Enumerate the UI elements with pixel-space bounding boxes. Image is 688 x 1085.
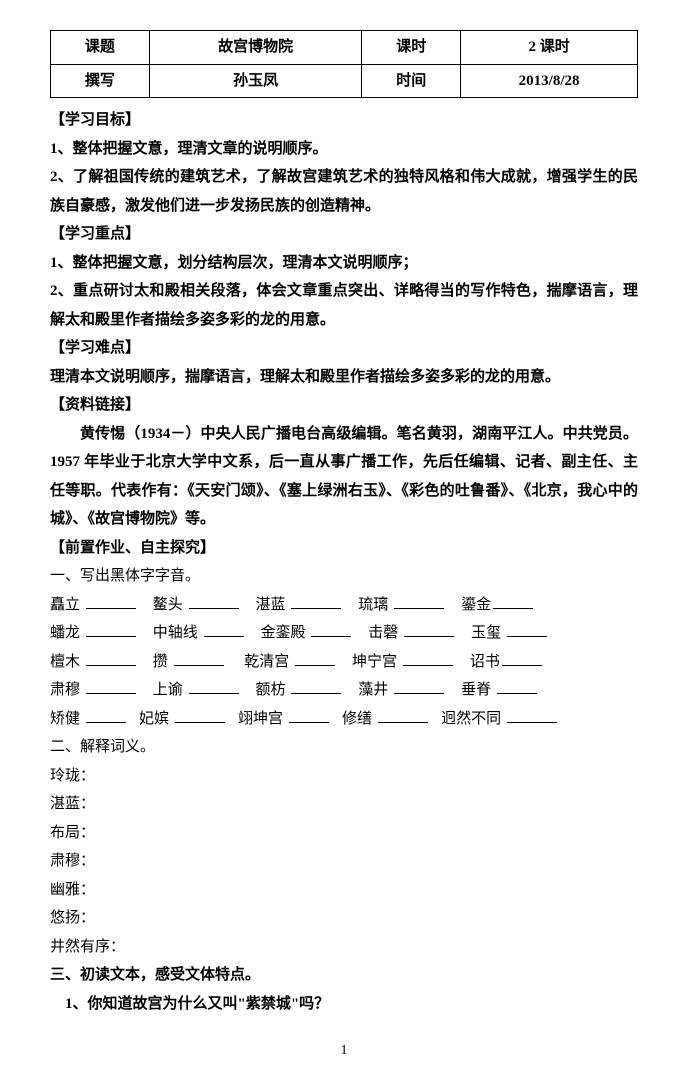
- lesson-header-table: 课题 故宫博物院 课时 2 课时 撰写 孙玉凤 时间 2013/8/28: [50, 30, 638, 98]
- def-term: 井然有序：: [50, 933, 638, 962]
- blank: [175, 706, 225, 723]
- focus-item-1: 1、整体把握文意，划分结构层次，理清本文说明顺序；: [50, 249, 638, 278]
- blank: [507, 706, 557, 723]
- blank: [291, 592, 341, 609]
- cell-period-label: 课时: [362, 31, 461, 65]
- question-3: 三、初读文本，感受文体特点。: [50, 961, 638, 990]
- vocab-term: 蟠龙: [50, 619, 80, 648]
- cell-period-value: 2 课时: [461, 31, 638, 65]
- cell-topic-label: 课题: [51, 31, 150, 65]
- blank: [394, 592, 444, 609]
- vocab-term: 玉玺: [471, 619, 501, 648]
- blank: [86, 621, 136, 638]
- vocab-term: 妃嫔: [139, 705, 169, 734]
- def-term: 布局：: [50, 819, 638, 848]
- def-term: 肃穆：: [50, 847, 638, 876]
- vocab-term: 攒: [153, 648, 168, 677]
- blank: [289, 706, 329, 723]
- blank: [204, 621, 244, 638]
- resource-paragraph: 黄传惕（1934－）中央人民广播电台高级编辑。笔名黄羽，湖南平江人。中共党员。1…: [50, 420, 638, 534]
- cell-author-value: 孙玉凤: [149, 64, 362, 98]
- vocab-term: 上谕: [153, 676, 183, 705]
- vocab-term: 矗立: [50, 591, 80, 620]
- vocab-term: 琉璃: [358, 591, 388, 620]
- vocab-term: 藻井: [358, 676, 388, 705]
- vocab-term: 鳌头: [153, 591, 183, 620]
- vocab-term: 乾清宫: [244, 648, 289, 677]
- section-focus-title: 【学习重点】: [50, 220, 638, 249]
- blank: [189, 678, 239, 695]
- vocab-term: 垂脊: [461, 676, 491, 705]
- vocab-term: 中轴线: [153, 619, 198, 648]
- blank: [86, 649, 136, 666]
- blank: [507, 621, 547, 638]
- cell-topic-value: 故宫博物院: [149, 31, 362, 65]
- blank: [493, 592, 533, 609]
- goal-item-1: 1、整体把握文意，理清文章的说明顺序。: [50, 135, 638, 164]
- vocab-term: 额枋: [256, 676, 286, 705]
- vocab-term: 诏书: [470, 648, 500, 677]
- vocab-row-4: 肃穆 上谕 额枋 藻井 垂脊: [50, 676, 638, 705]
- section-prework-title: 【前置作业、自主探究】: [50, 534, 638, 563]
- page-number: 1: [50, 1038, 638, 1065]
- vocab-row-3: 檀木 攒 乾清宫 坤宁宫 诏书: [50, 648, 638, 677]
- blank: [311, 621, 351, 638]
- vocab-term: 修缮: [342, 705, 372, 734]
- blank: [295, 649, 335, 666]
- blank: [86, 592, 136, 609]
- vocab-term: 矫健: [50, 705, 80, 734]
- vocab-term: 檀木: [50, 648, 80, 677]
- def-term: 玲珑：: [50, 762, 638, 791]
- vocab-term: 金銮殿: [261, 619, 306, 648]
- blank: [403, 649, 453, 666]
- goal-item-2: 2、了解祖国传统的建筑艺术，了解故宫建筑艺术的独特风格和伟大成就，增强学生的民族…: [50, 163, 638, 220]
- section-goal-title: 【学习目标】: [50, 106, 638, 135]
- vocab-term: 翊坤宫: [238, 705, 283, 734]
- section-diff-title: 【学习难点】: [50, 334, 638, 363]
- section-resource-title: 【资料链接】: [50, 391, 638, 420]
- vocab-term: 鎏金: [461, 591, 491, 620]
- vocab-row-2: 蟠龙 中轴线 金銮殿 击磬 玉玺: [50, 619, 638, 648]
- vocab-row-5: 矫健 妃嫔 翊坤宫 修缮 迥然不同: [50, 705, 638, 734]
- blank: [86, 706, 126, 723]
- def-term: 悠扬：: [50, 904, 638, 933]
- blank: [404, 621, 454, 638]
- cell-time-label: 时间: [362, 64, 461, 98]
- blank: [86, 678, 136, 695]
- vocab-term: 击磬: [368, 619, 398, 648]
- cell-time-value: 2013/8/28: [461, 64, 638, 98]
- vocab-term: 坤宁宫: [352, 648, 397, 677]
- focus-item-2: 2、重点研讨太和殿相关段落，体会文章重点突出、详略得当的写作特色，揣摩语言，理解…: [50, 277, 638, 334]
- cell-author-label: 撰写: [51, 64, 150, 98]
- vocab-term: 湛蓝: [256, 591, 286, 620]
- diff-item-1: 理清本文说明顺序，揣摩语言，理解太和殿里作者描绘多姿多彩的龙的用意。: [50, 363, 638, 392]
- vocab-term: 迥然不同: [441, 705, 501, 734]
- blank: [502, 649, 542, 666]
- question-2: 二、解释词义。: [50, 733, 638, 762]
- def-term: 湛蓝：: [50, 790, 638, 819]
- blank: [378, 706, 428, 723]
- blank: [189, 592, 239, 609]
- vocab-row-1: 矗立 鳌头 湛蓝 琉璃 鎏金: [50, 591, 638, 620]
- def-term: 幽雅：: [50, 876, 638, 905]
- blank: [174, 649, 224, 666]
- vocab-term: 肃穆: [50, 676, 80, 705]
- blank: [394, 678, 444, 695]
- question-3-1: 1、你知道故宫为什么又叫"紫禁城"吗？: [50, 990, 638, 1019]
- blank: [291, 678, 341, 695]
- blank: [497, 678, 537, 695]
- question-1: 一、写出黑体字字音。: [50, 562, 638, 591]
